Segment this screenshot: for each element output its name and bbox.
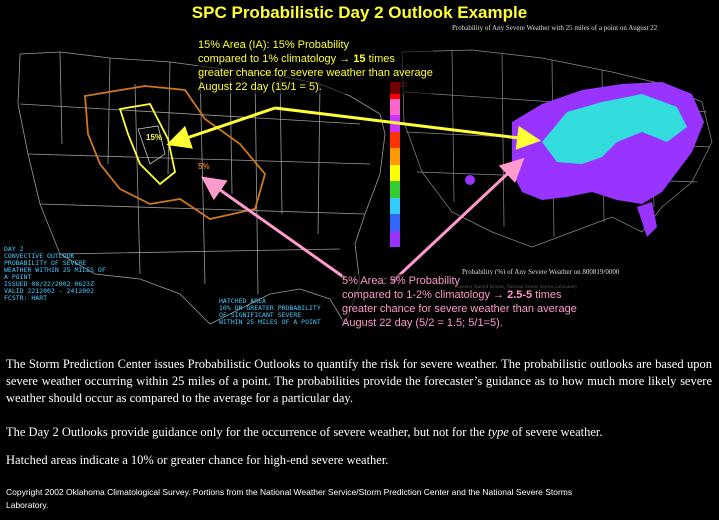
probability-colorbar (390, 82, 400, 247)
annotation-15-line2: compared to 1% climatology → 15 times (198, 52, 433, 66)
annotation-5-percent: 5% Area: 5% Probability compared to 1-2%… (342, 274, 577, 330)
paragraph-day2-italic: type (487, 425, 509, 439)
copyright-notice: Copyright 2002 Oklahoma Climatological S… (6, 487, 573, 510)
label-15-percent: 15% (146, 133, 162, 142)
probability-area-florida (637, 202, 657, 237)
hatched-area-legend: HATCHED AREA 10% OR GREATER PROBABILITY … (219, 297, 321, 326)
colorbar-swatch (390, 98, 400, 115)
product-info-block: DAY 2 CONVECTIVE OUTLOOK PROBABILITY OF … (4, 245, 106, 302)
climatology-map-graphic (401, 49, 713, 248)
annotation-5-line2: compared to 1-2% climatology → 2.5-5 tim… (342, 288, 577, 302)
colorbar-swatch (390, 131, 400, 148)
hatched-area (137, 125, 166, 165)
colorbar-swatch (390, 214, 400, 231)
annotation-5-line2-pre: compared to 1-2% climatology → (342, 289, 508, 301)
climatology-map: Probability of Any Severe Weather with 2… (392, 24, 719, 276)
paragraph-day2: The Day 2 Outlooks provide guidance only… (6, 424, 712, 441)
colorbar-swatch (390, 181, 400, 198)
climatology-map-caption: Probability (%) of Any Severe Weather on… (462, 268, 620, 276)
colorbar-swatch (390, 148, 400, 165)
annotation-15-line1: 15% Area (IA): 15% Probability (198, 39, 350, 51)
paragraph-day2-pre: The Day 2 Outlooks provide guidance only… (6, 425, 488, 439)
probability-area-cyan (542, 94, 687, 164)
outlook-5-percent-contour (84, 85, 266, 220)
colorbar-swatch (390, 164, 400, 181)
paragraph-intro: The Storm Prediction Center issues Proba… (6, 357, 712, 405)
climatology-map-title: Probability of Any Severe Weather with 2… (452, 24, 658, 32)
annotation-5-line3: greater chance for severe weather than a… (342, 303, 577, 315)
annotation-15-percent: 15% Area (IA): 15% Probability compared … (198, 38, 433, 94)
annotation-15-line2-post: times (365, 53, 395, 65)
paragraph-hatched: Hatched areas indicate a 10% or greater … (6, 453, 389, 467)
annotation-15-line3: greater chance for severe weather than a… (198, 67, 433, 79)
annotation-15-line2-pre: compared to 1% climatology → (198, 53, 354, 65)
outlook-15-percent-contour (118, 103, 176, 186)
slide-title: SPC Probabilistic Day 2 Outlook Example (191, 3, 528, 22)
label-5-percent: 5% (198, 162, 210, 171)
annotation-5-line2-post: times (532, 289, 562, 301)
colorbar-swatch (390, 115, 400, 132)
colorbar-swatch (390, 197, 400, 214)
annotation-5-line4: August 22 day (5/2 = 1.5; 5/1=5). (342, 317, 503, 329)
probability-area-small (465, 175, 475, 185)
annotation-5-multiplier: 2.5-5 (507, 289, 533, 301)
paragraph-day2-post: of severe weather. (508, 425, 603, 439)
annotation-15-multiplier: 15 (353, 53, 366, 65)
colorbar-swatch (390, 230, 400, 247)
annotation-5-line1: 5% Area: 5% Probability (342, 275, 461, 287)
annotation-15-line4: August 22 day (15/1 = 5). (198, 81, 322, 93)
